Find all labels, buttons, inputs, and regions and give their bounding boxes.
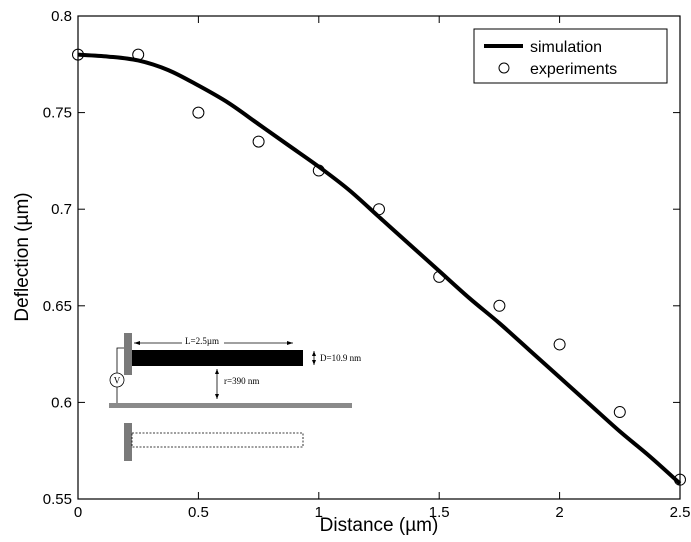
experiment-point [252, 135, 265, 148]
x-tick-label: 2 [555, 504, 563, 521]
x-tick-label: 0.5 [188, 504, 209, 521]
y-axis-ticks: 0.55 0.6 0.65 0.7 0.75 0.8 [43, 8, 680, 508]
legend-experiments-label: experiments [530, 61, 617, 78]
y-tick-label: 0.75 [43, 105, 72, 122]
inset-gap-arrowhead-bottom [215, 394, 219, 399]
experiment-point [493, 299, 506, 312]
inset-wire-top [116, 347, 124, 373]
legend-box [473, 28, 668, 84]
inset-diameter-arrowhead-bottom [312, 360, 316, 365]
y-axis-title: Deflection (µm) [12, 192, 33, 321]
inset-diameter-label: D=10.9 nm [320, 353, 361, 363]
experiment-point [373, 203, 385, 216]
inset-length-arrowhead-left [134, 341, 140, 345]
simulation-line [77, 52, 682, 486]
inset-nanotube [132, 350, 303, 366]
x-axis-ticks: 0 0.5 1 1.5 2 2.5 [74, 16, 691, 521]
inset-voltage-label: V [114, 376, 121, 386]
experiment-point [72, 48, 84, 61]
y-tick-label: 0.6 [51, 394, 72, 411]
experiment-point [674, 473, 686, 486]
y-tick-label: 0.7 [51, 201, 72, 218]
experiment-point [433, 270, 446, 283]
experiment-point [613, 406, 626, 419]
inset-diameter-arrowhead-top [312, 351, 316, 356]
x-tick-label: 1.5 [429, 504, 450, 521]
inset-gap-label: r=390 nm [224, 376, 259, 386]
x-axis-title: Distance (µm) [320, 515, 439, 536]
inset-clamp-top [124, 333, 132, 375]
inset-ground-plane [109, 403, 352, 408]
inset-length-label-bg [182, 335, 224, 346]
experiment-point [312, 164, 325, 177]
y-tick-label: 0.65 [43, 298, 72, 315]
inset-clamp-bottom [124, 423, 132, 461]
x-tick-label: 1 [315, 504, 323, 521]
x-tick-label: 2.5 [670, 504, 691, 521]
simulation-series [77, 52, 682, 486]
experiments-series [72, 48, 686, 486]
legend-experiments-swatch [498, 62, 510, 74]
plot-frame [77, 15, 681, 500]
y-tick-label: 0.8 [51, 8, 72, 25]
inset-length-arrowhead-right [287, 341, 293, 345]
experiment-point [132, 48, 145, 61]
inset-length-label: L=2.5µm [185, 336, 219, 346]
y-tick-label: 0.55 [43, 491, 72, 508]
legend-simulation-label: simulation [530, 39, 602, 56]
experiment-point [553, 338, 566, 351]
legend: simulation experiments [473, 28, 668, 84]
cantilever-inset: L=2.5µm D=10.9 nm r=390 nm V [109, 333, 361, 461]
x-tick-label: 0 [74, 504, 82, 521]
inset-nanotube-outline [131, 432, 304, 448]
inset-gap-arrowhead-top [215, 369, 219, 374]
experiment-point [192, 106, 205, 119]
